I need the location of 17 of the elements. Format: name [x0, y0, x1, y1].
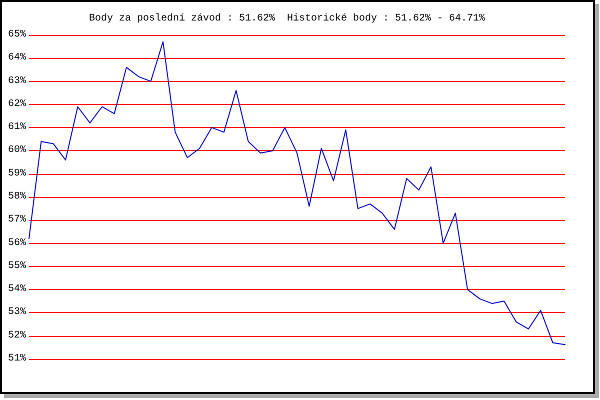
y-tick-label: 62%: [8, 98, 26, 110]
y-tick-label: 52%: [8, 330, 26, 342]
chart-title: Body za poslední závod : 51.62% Historické body : 51.62% - 64.71%: [88, 12, 486, 24]
y-tick-label: 58%: [8, 192, 26, 202]
y-tick-label: 56%: [8, 238, 26, 249]
y-tick-label: 54%: [8, 284, 26, 296]
y-tick-label: 65%: [8, 30, 26, 40]
line-series: [28, 41, 566, 346]
y-tick-label: 51%: [8, 354, 26, 364]
y-tick-label: 57%: [8, 214, 26, 226]
y-tick-label: 64%: [8, 52, 26, 64]
y-tick-label: 55%: [8, 260, 26, 272]
y-tick-label: 61%: [8, 122, 26, 134]
y-tick-label: 60%: [8, 145, 26, 156]
y-tick-label: 59%: [8, 168, 26, 180]
y-tick-label: 63%: [8, 76, 26, 87]
y-tick-label: 53%: [8, 307, 26, 318]
